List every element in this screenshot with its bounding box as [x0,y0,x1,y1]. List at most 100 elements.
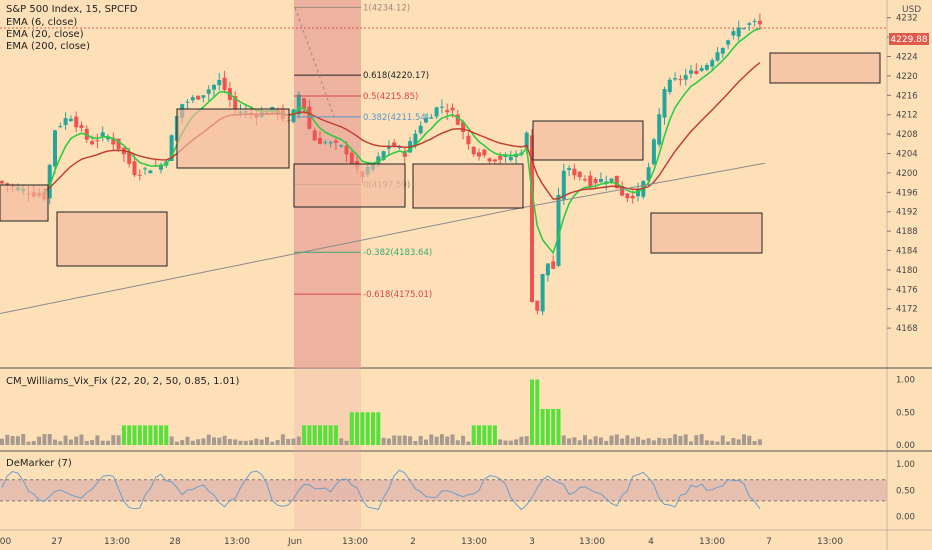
candle-body [68,118,73,122]
vix-tick-label: 1.00 [896,376,915,386]
price-tick-label: 4176 [896,285,918,295]
candle-body [445,110,450,113]
vix-bar [148,425,153,445]
vix-bar [143,425,148,445]
zone-box [412,163,524,209]
vix-bar [302,425,307,445]
candle-body [349,152,354,164]
candle-body [185,101,190,103]
price-tick-label: 4196 [896,188,918,198]
candle-body [651,139,656,165]
candle-body [636,189,640,197]
vix-bar [371,412,375,445]
vix-bar [21,434,26,445]
candle-body [508,156,513,161]
vix-bar [524,436,529,445]
vix-bar [323,425,328,445]
vix-bar [588,439,593,445]
vix-bar [270,441,275,445]
fib-level-label: -0.618(4175.01) [363,290,432,300]
time-tick-label: 4 [648,537,654,547]
vix-bar [752,440,757,445]
candle-body [726,40,731,45]
vix-bar [26,441,31,445]
vix-bar [461,435,466,445]
vix-bar [439,434,444,445]
zone-box [56,211,168,267]
candle-body [190,97,195,101]
fib-trend-line [294,7,336,120]
candle-body [63,118,68,125]
vix-bar [42,434,47,445]
demarker-tick-label: 0.00 [896,513,915,523]
vix-bar [5,434,10,445]
candle-body [498,155,503,160]
candle-body [699,68,704,71]
vix-bar [561,435,566,445]
legend-ema200: EMA (200, close) [6,41,90,52]
vix-bar [450,434,455,445]
candle-body [439,106,444,108]
vix-bar [95,435,100,445]
vix-bar [365,412,370,445]
candle-body [47,164,52,199]
zone-box [0,184,49,222]
vix-bar [498,439,503,445]
candle-body [212,84,216,90]
vix-bar [641,439,646,445]
vix-bar [180,440,185,445]
candle-body [233,96,238,110]
candle-body [169,135,174,161]
vix-bar [386,438,391,445]
vix-bar [477,425,481,445]
vix-bar [47,434,52,445]
price-tick-label: 4232 [896,14,918,24]
candle-body [757,20,762,25]
candle-body [704,64,709,70]
price-tick-label: 4208 [896,130,918,140]
candle-body [524,132,529,149]
vix-bar [567,438,572,445]
candle-body [577,171,582,178]
candle-body [376,156,381,164]
time-tick-label: 3 [529,537,535,547]
candle-body [217,80,222,86]
candle-body [206,89,211,94]
vix-bar [79,434,84,445]
vix-bar [333,425,338,445]
vix-title: CM_Williams_Vix_Fix (22, 20, 2, 50, 0.85… [6,376,239,387]
highlighted-range-lower [294,368,361,530]
vix-bar [307,425,312,445]
legend-ema20: EMA (20, close) [6,29,84,40]
vix-bar [445,436,450,445]
zone-box [769,52,881,84]
candle-body [5,183,10,186]
time-tick-label: 28 [169,537,181,547]
candle-body [662,89,667,118]
candle-body [752,21,757,23]
candle-body [132,161,137,176]
time-tick-label: :00 [0,537,12,547]
vix-bar [121,425,126,445]
time-tick-label: 2 [410,537,416,547]
candle-body [694,70,699,74]
vix-bar [551,409,556,445]
vix-bar [402,435,407,445]
candle-body [392,142,397,147]
time-tick-label: 13:00 [579,537,605,547]
candle-body [424,117,428,123]
price-tick-label: 4212 [896,111,918,121]
candle-body [413,133,418,147]
candle-body [720,47,725,54]
vix-bar [651,440,656,445]
candle-body [503,155,508,158]
zone-box [176,108,290,169]
candle-body [291,109,296,123]
candle-body [434,107,439,117]
vix-bar [630,438,635,445]
candle-body [79,125,84,128]
candle-body [137,174,142,176]
vix-bar [466,441,471,445]
vix-bar [169,436,174,445]
